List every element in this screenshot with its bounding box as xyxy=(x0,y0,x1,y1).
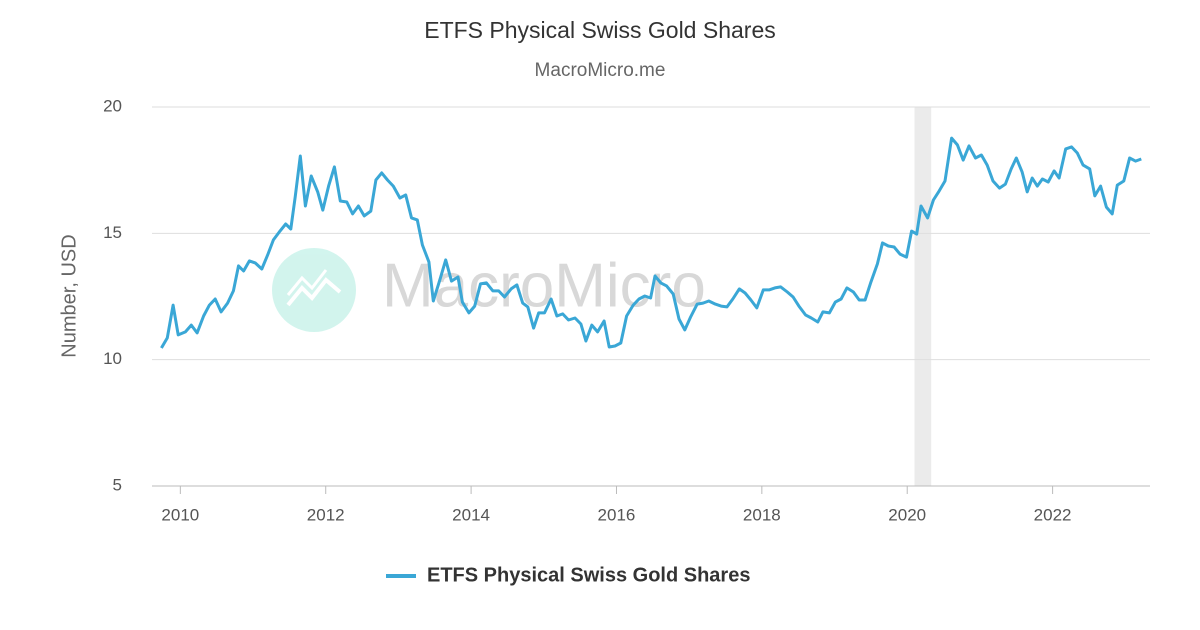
y-axis-label: Number, USD xyxy=(58,234,80,357)
x-tick-label: 2014 xyxy=(452,505,490,524)
x-tick-label: 2020 xyxy=(888,505,926,524)
y-tick-label: 15 xyxy=(103,223,122,242)
x-tick-label: 2012 xyxy=(307,505,345,524)
data-line xyxy=(160,136,1142,349)
legend-label: ETFS Physical Swiss Gold Shares xyxy=(427,564,750,586)
y-tick-label: 10 xyxy=(103,349,122,368)
chart-subtitle: MacroMicro.me xyxy=(535,60,666,81)
watermark-logo xyxy=(272,248,356,332)
shaded-period xyxy=(914,107,932,486)
x-tick-label: 2016 xyxy=(598,505,636,524)
chart-title: ETFS Physical Swiss Gold Shares xyxy=(424,17,776,43)
x-tick-label: 2010 xyxy=(161,505,199,524)
y-tick-label: 20 xyxy=(103,96,122,115)
x-tick-label: 2022 xyxy=(1034,505,1072,524)
y-tick-label: 5 xyxy=(113,475,122,494)
x-tick-label: 2018 xyxy=(743,505,781,524)
